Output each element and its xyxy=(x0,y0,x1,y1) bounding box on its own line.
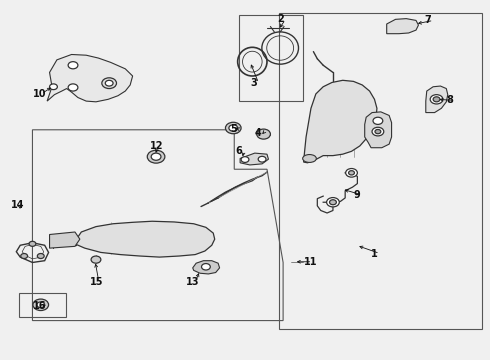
Polygon shape xyxy=(49,232,80,248)
Circle shape xyxy=(201,264,210,270)
Ellipse shape xyxy=(243,51,262,72)
Circle shape xyxy=(229,125,238,131)
Bar xyxy=(19,293,66,317)
Bar xyxy=(239,15,303,101)
Circle shape xyxy=(430,95,443,104)
Text: 6: 6 xyxy=(235,145,242,156)
Polygon shape xyxy=(426,86,448,113)
Circle shape xyxy=(373,117,383,125)
Circle shape xyxy=(330,200,336,205)
Bar xyxy=(279,13,482,329)
Circle shape xyxy=(348,171,354,175)
Polygon shape xyxy=(240,153,269,165)
Circle shape xyxy=(37,302,45,308)
Circle shape xyxy=(68,62,78,69)
Polygon shape xyxy=(365,112,392,148)
Circle shape xyxy=(105,80,113,86)
Text: 10: 10 xyxy=(32,89,46,99)
Circle shape xyxy=(345,168,357,177)
Circle shape xyxy=(37,253,44,258)
Circle shape xyxy=(68,84,78,91)
Text: 9: 9 xyxy=(353,190,360,200)
Circle shape xyxy=(151,153,161,160)
Polygon shape xyxy=(73,221,215,257)
Circle shape xyxy=(241,157,249,162)
Circle shape xyxy=(29,241,36,246)
Text: 8: 8 xyxy=(446,95,453,105)
Polygon shape xyxy=(387,19,418,34)
Circle shape xyxy=(258,156,266,162)
Text: 3: 3 xyxy=(250,78,257,88)
Ellipse shape xyxy=(303,154,317,162)
Circle shape xyxy=(102,78,117,89)
Text: 5: 5 xyxy=(230,124,237,134)
Text: 13: 13 xyxy=(186,277,200,287)
Circle shape xyxy=(91,256,101,263)
Circle shape xyxy=(33,299,49,311)
Polygon shape xyxy=(304,80,377,163)
Circle shape xyxy=(147,150,165,163)
Text: 7: 7 xyxy=(425,15,432,26)
Text: 11: 11 xyxy=(304,257,317,267)
Circle shape xyxy=(375,130,381,134)
Text: 14: 14 xyxy=(10,200,24,210)
Circle shape xyxy=(372,127,384,136)
Text: 1: 1 xyxy=(371,248,378,258)
Text: 15: 15 xyxy=(90,277,103,287)
Circle shape xyxy=(433,97,440,102)
Circle shape xyxy=(49,84,57,90)
Circle shape xyxy=(225,122,241,134)
Text: 16: 16 xyxy=(32,301,46,311)
Text: 12: 12 xyxy=(150,140,163,150)
Text: 2: 2 xyxy=(277,14,284,24)
Polygon shape xyxy=(193,261,220,274)
Circle shape xyxy=(21,253,27,258)
Polygon shape xyxy=(47,54,133,102)
Circle shape xyxy=(257,129,270,139)
Circle shape xyxy=(327,198,339,207)
Text: 4: 4 xyxy=(255,128,262,138)
